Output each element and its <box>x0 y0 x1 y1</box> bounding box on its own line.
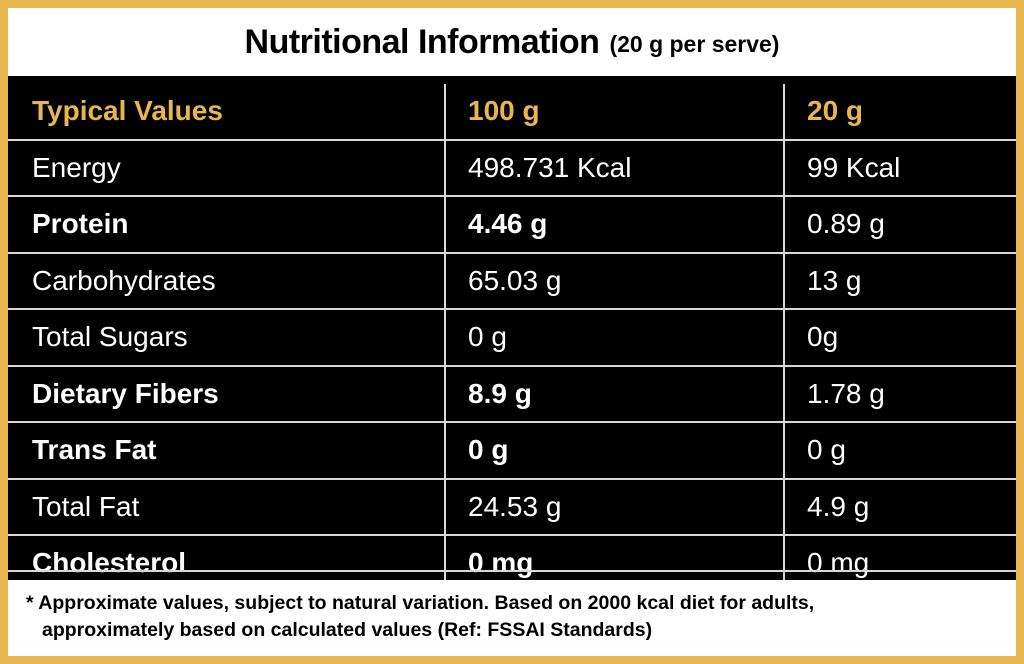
header-per-20g: 20 g <box>783 84 1016 140</box>
nutrient-name: Protein <box>8 195 445 253</box>
value-per-20g: 0 g <box>783 421 1016 479</box>
value-per-20g: 99 Kcal <box>783 138 1016 196</box>
title-bar: Nutritional Information (20 g per serve) <box>8 8 1016 76</box>
footnote-line-2: approximately based on calculated values… <box>42 619 653 641</box>
value-per-100g: 498.731 Kcal <box>444 138 784 196</box>
value-per-20g: 4.9 g <box>783 477 1016 535</box>
nutrition-card: Nutritional Information (20 g per serve)… <box>8 8 1016 656</box>
table-row: Protein 4.46 g 0.89 g <box>8 195 1016 253</box>
footnote-line-1: * Approximate values, subject to natural… <box>26 592 815 614</box>
value-per-100g: 0 g <box>444 308 784 366</box>
value-per-100g: 24.53 g <box>444 477 784 535</box>
value-per-100g: 0 g <box>444 421 784 479</box>
table-bottom-divider <box>8 570 1016 572</box>
page-title: Nutritional Information <box>244 22 600 61</box>
nutrient-name: Energy <box>8 138 445 196</box>
table-row: Total Fat 24.53 g 4.9 g <box>8 477 1016 535</box>
value-per-100g: 65.03 g <box>444 251 784 309</box>
table-header-row: Typical Values 100 g 20 g <box>8 84 1016 140</box>
header-typical-values: Typical Values <box>32 95 223 127</box>
value-per-20g: 13 g <box>783 251 1016 309</box>
nutrient-name: Total Sugars <box>8 308 445 366</box>
nutrient-name: Total Fat <box>8 477 445 535</box>
value-per-20g: 0g <box>783 308 1016 366</box>
nutrient-name: Carbohydrates <box>8 251 445 309</box>
table-row: Energy 498.731 Kcal 99 Kcal <box>8 138 1016 196</box>
table-row: Total Sugars 0 g 0g <box>8 308 1016 366</box>
table-row: Trans Fat 0 g 0 g <box>8 421 1016 479</box>
value-per-20g: 1.78 g <box>783 364 1016 422</box>
header-per-100g: 100 g <box>444 84 784 140</box>
footnote: * Approximate values, subject to natural… <box>8 580 1016 656</box>
nutrition-table: Typical Values 100 g 20 g Energy 498.731… <box>8 84 1016 591</box>
nutrient-name: Trans Fat <box>8 421 445 479</box>
value-per-100g: 8.9 g <box>444 364 784 422</box>
value-per-20g: 0.89 g <box>783 195 1016 253</box>
value-per-100g: 4.46 g <box>444 195 784 253</box>
nutrient-name: Dietary Fibers <box>8 364 445 422</box>
table-row: Dietary Fibers 8.9 g 1.78 g <box>8 364 1016 422</box>
table-row: Carbohydrates 65.03 g 13 g <box>8 251 1016 309</box>
serving-size-note: (20 g per serve) <box>609 30 780 57</box>
